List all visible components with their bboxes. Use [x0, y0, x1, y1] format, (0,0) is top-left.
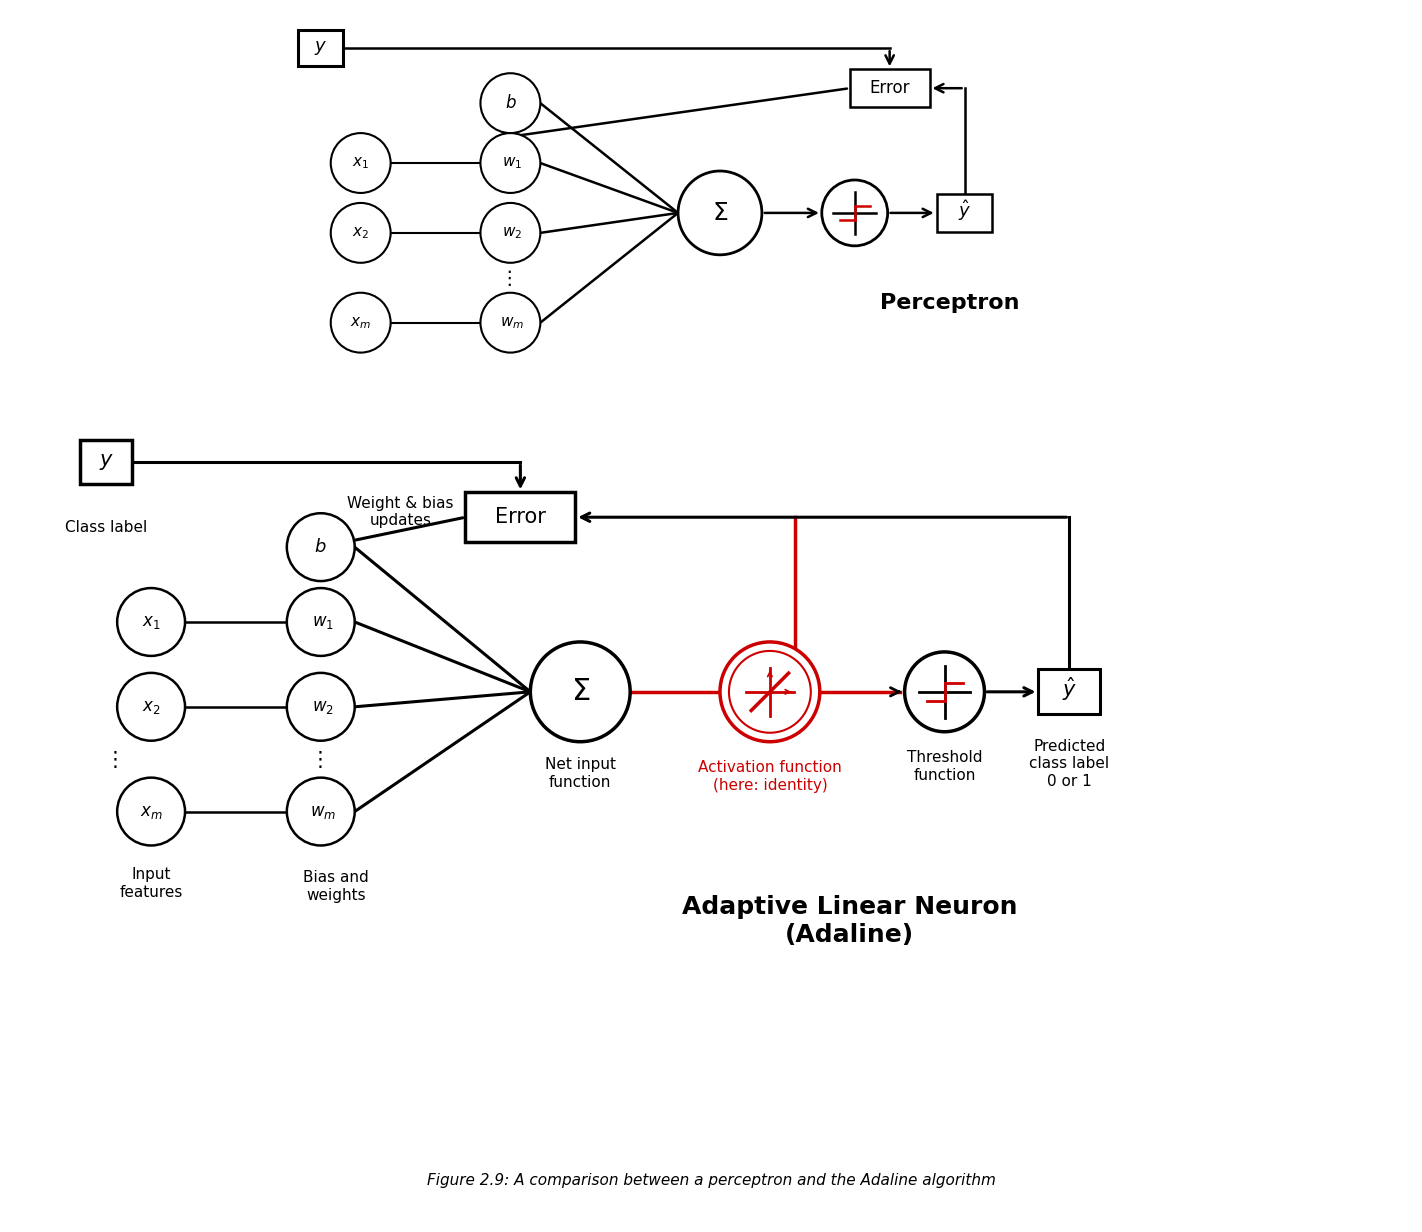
Text: $\vdots$: $\vdots$	[309, 749, 323, 770]
Circle shape	[481, 203, 540, 262]
Text: Adaptive Linear Neuron
(Adaline): Adaptive Linear Neuron (Adaline)	[683, 896, 1018, 947]
Text: $\hat{y}$: $\hat{y}$	[958, 198, 971, 223]
Text: $x_m$: $x_m$	[350, 315, 371, 330]
Text: Weight & bias
updates: Weight & bias updates	[347, 496, 454, 529]
Text: $\vdots$: $\vdots$	[104, 749, 118, 770]
Circle shape	[331, 203, 391, 262]
Circle shape	[481, 133, 540, 193]
Text: Predicted
class label
0 or 1: Predicted class label 0 or 1	[1030, 739, 1109, 788]
Circle shape	[530, 642, 630, 742]
Circle shape	[678, 171, 762, 255]
Circle shape	[117, 777, 185, 845]
Text: Net input
function: Net input function	[545, 758, 616, 790]
Text: $w_1$: $w_1$	[311, 614, 334, 631]
FancyBboxPatch shape	[850, 69, 930, 107]
Text: Activation function
(here: identity): Activation function (here: identity)	[698, 760, 842, 793]
Text: $w_m$: $w_m$	[310, 802, 336, 821]
Text: $\hat{y}$: $\hat{y}$	[1062, 675, 1076, 702]
Text: $x_1$: $x_1$	[142, 614, 161, 631]
Text: $b$: $b$	[314, 538, 327, 556]
Text: $y$: $y$	[98, 452, 114, 472]
Text: $x_2$: $x_2$	[142, 697, 161, 716]
Text: Perceptron: Perceptron	[880, 293, 1020, 313]
Circle shape	[720, 642, 820, 742]
Text: $\Sigma$: $\Sigma$	[570, 678, 590, 706]
Circle shape	[481, 73, 540, 133]
Text: $x_2$: $x_2$	[353, 225, 370, 240]
Text: $b$: $b$	[505, 94, 516, 112]
Text: Threshold
function: Threshold function	[907, 750, 983, 782]
Circle shape	[287, 673, 354, 740]
Circle shape	[331, 133, 391, 193]
Text: $w_2$: $w_2$	[502, 225, 522, 240]
Text: Class label: Class label	[65, 520, 148, 535]
FancyBboxPatch shape	[465, 493, 576, 542]
Text: Error: Error	[495, 508, 546, 527]
Text: $w_1$: $w_1$	[502, 155, 522, 171]
Text: Bias and
weights: Bias and weights	[303, 870, 368, 903]
Text: Input
features: Input features	[119, 867, 183, 899]
Text: Figure 2.9: A comparison between a perceptron and the Adaline algorithm: Figure 2.9: A comparison between a perce…	[427, 1173, 995, 1188]
Text: $w_2$: $w_2$	[311, 697, 334, 716]
Circle shape	[287, 588, 354, 655]
FancyBboxPatch shape	[937, 193, 993, 232]
Text: $x_m$: $x_m$	[139, 802, 162, 821]
Circle shape	[287, 777, 354, 845]
Text: $y$: $y$	[314, 39, 327, 57]
Text: $\vdots$: $\vdots$	[499, 267, 512, 288]
Circle shape	[117, 673, 185, 740]
Circle shape	[904, 652, 984, 732]
FancyBboxPatch shape	[299, 31, 343, 67]
Circle shape	[331, 293, 391, 352]
Text: $x_1$: $x_1$	[353, 155, 370, 171]
Circle shape	[729, 650, 811, 733]
Circle shape	[117, 588, 185, 655]
Text: $w_m$: $w_m$	[501, 315, 525, 330]
Text: Error: Error	[869, 79, 910, 97]
Text: $\Sigma$: $\Sigma$	[712, 201, 728, 225]
Circle shape	[287, 514, 354, 582]
Circle shape	[822, 180, 887, 246]
Circle shape	[481, 293, 540, 352]
FancyBboxPatch shape	[1038, 669, 1101, 715]
FancyBboxPatch shape	[80, 440, 132, 484]
